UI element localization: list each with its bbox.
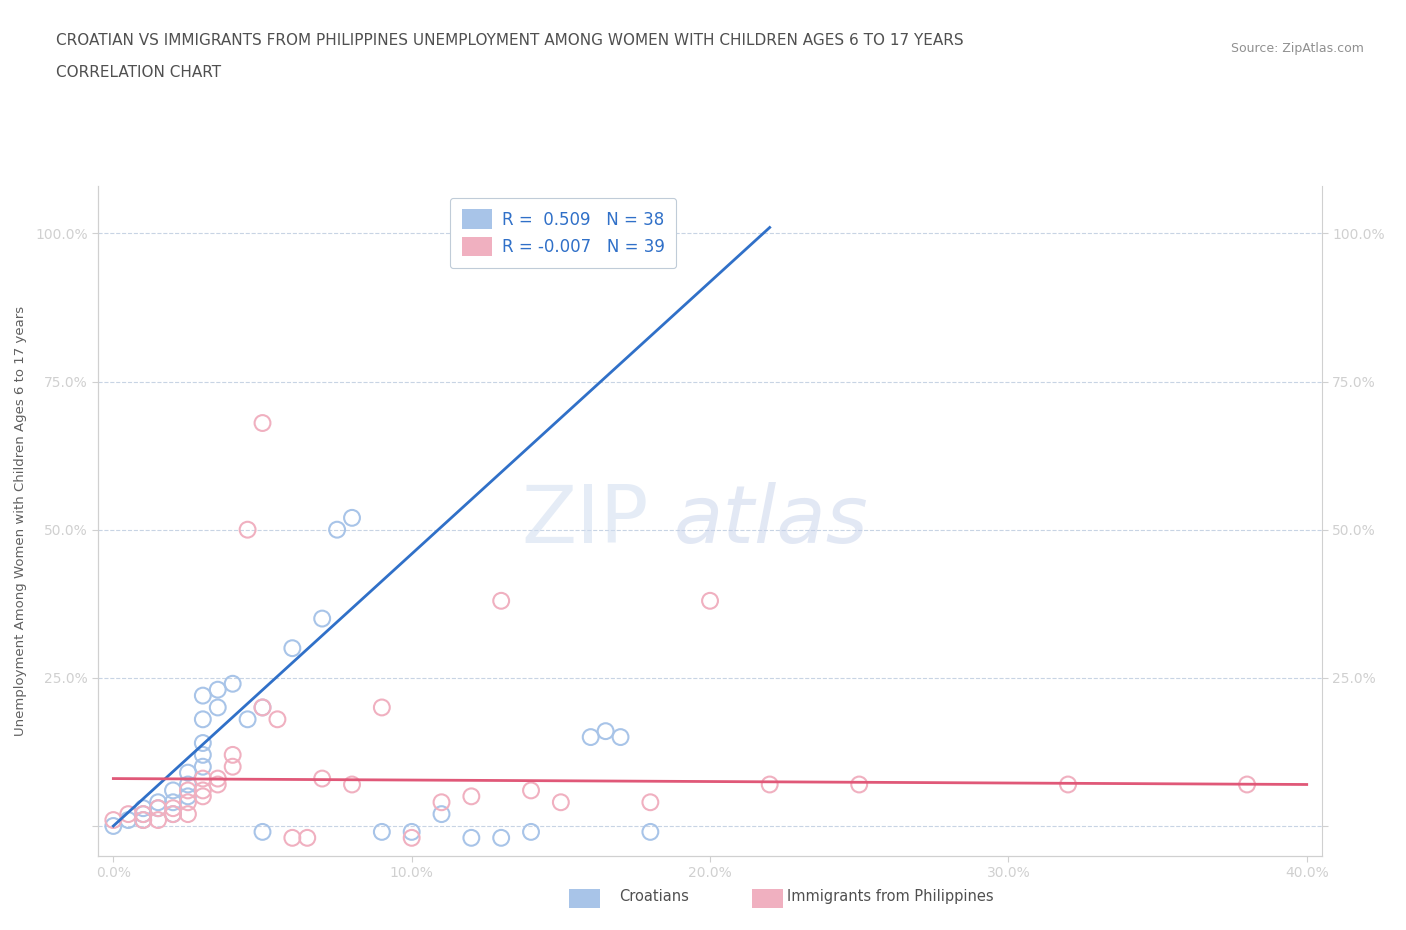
Point <box>191 759 214 774</box>
Point <box>311 771 333 786</box>
Point <box>1236 777 1258 792</box>
Point <box>579 730 602 745</box>
Point <box>117 806 139 821</box>
Point <box>326 523 349 538</box>
Point <box>640 825 662 840</box>
Bar <box>752 889 783 908</box>
Point <box>103 818 125 833</box>
Text: CROATIAN VS IMMIGRANTS FROM PHILIPPINES UNEMPLOYMENT AMONG WOMEN WITH CHILDREN A: CROATIAN VS IMMIGRANTS FROM PHILIPPINES … <box>56 33 965 47</box>
Point <box>640 795 662 810</box>
Bar <box>569 889 600 908</box>
Point <box>340 511 363 525</box>
Point <box>550 795 572 810</box>
Point <box>177 765 200 780</box>
Point <box>162 783 184 798</box>
Point <box>595 724 617 738</box>
Point <box>609 730 631 745</box>
Point <box>207 777 229 792</box>
Point <box>311 611 333 626</box>
Point <box>146 813 169 828</box>
Point <box>132 801 155 816</box>
Point <box>191 748 214 763</box>
Point <box>266 711 288 726</box>
Point <box>191 789 214 804</box>
Point <box>520 825 543 840</box>
Point <box>430 806 453 821</box>
Y-axis label: Unemployment Among Women with Children Ages 6 to 17 years: Unemployment Among Women with Children A… <box>14 306 27 736</box>
Point <box>162 795 184 810</box>
Point <box>340 777 363 792</box>
Point <box>401 830 423 845</box>
Point <box>460 830 482 845</box>
Point <box>191 688 214 703</box>
Text: Croatians: Croatians <box>619 889 689 904</box>
Point <box>177 789 200 804</box>
Point <box>207 683 229 698</box>
Point <box>460 789 482 804</box>
Point <box>221 676 243 691</box>
Point <box>221 748 243 763</box>
Point <box>371 825 394 840</box>
Text: CORRELATION CHART: CORRELATION CHART <box>56 65 221 80</box>
Point <box>430 795 453 810</box>
Point <box>281 830 304 845</box>
Point <box>281 641 304 656</box>
Point <box>146 795 169 810</box>
Point <box>489 830 512 845</box>
Point <box>103 813 125 828</box>
Text: Immigrants from Philippines: Immigrants from Philippines <box>787 889 994 904</box>
Point <box>162 806 184 821</box>
Point <box>252 700 274 715</box>
Point <box>758 777 780 792</box>
Point <box>177 806 200 821</box>
Point <box>146 801 169 816</box>
Point <box>207 700 229 715</box>
Point <box>489 593 512 608</box>
Text: atlas: atlas <box>673 482 868 560</box>
Point <box>520 783 543 798</box>
Point <box>848 777 870 792</box>
Point <box>371 700 394 715</box>
Point <box>221 759 243 774</box>
Point <box>252 700 274 715</box>
Point <box>297 830 319 845</box>
Point <box>146 801 169 816</box>
Point <box>191 711 214 726</box>
Point <box>699 593 721 608</box>
Text: ZIP: ZIP <box>522 482 650 560</box>
Point <box>236 523 259 538</box>
Point <box>177 795 200 810</box>
Point <box>162 801 184 816</box>
Point <box>252 416 274 431</box>
Point <box>132 813 155 828</box>
Point <box>207 771 229 786</box>
Point <box>252 825 274 840</box>
Point <box>117 813 139 828</box>
Legend: R =  0.509   N = 38, R = -0.007   N = 39: R = 0.509 N = 38, R = -0.007 N = 39 <box>450 198 676 268</box>
Point <box>401 825 423 840</box>
Point <box>177 777 200 792</box>
Point <box>191 771 214 786</box>
Point <box>177 783 200 798</box>
Point <box>132 806 155 821</box>
Point <box>1057 777 1080 792</box>
Point <box>236 711 259 726</box>
Point <box>191 783 214 798</box>
Point <box>191 736 214 751</box>
Point <box>132 813 155 828</box>
Point <box>162 806 184 821</box>
Text: Source: ZipAtlas.com: Source: ZipAtlas.com <box>1230 42 1364 55</box>
Point <box>132 806 155 821</box>
